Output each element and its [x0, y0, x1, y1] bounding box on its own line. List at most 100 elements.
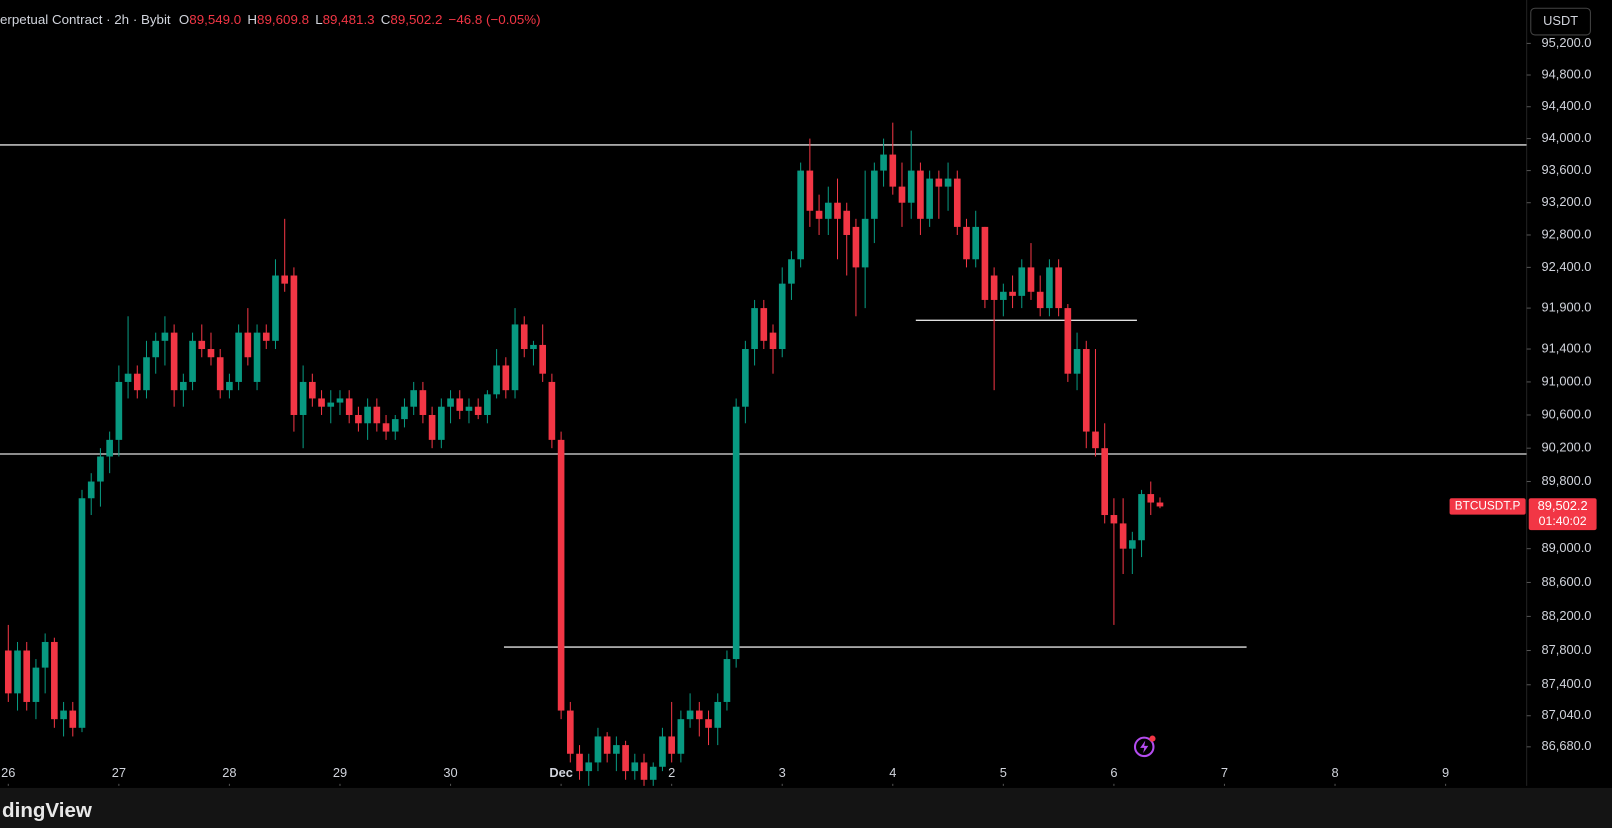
candle-body [1119, 523, 1127, 549]
candle-body [41, 641, 49, 668]
candle-body [4, 650, 12, 694]
currency-button-label[interactable]: USDT [1543, 13, 1578, 28]
candle-body [963, 226, 970, 260]
candle-body [152, 340, 160, 358]
x-tick-label: 26 [1, 765, 15, 780]
candle-body [1138, 494, 1145, 541]
ohlc-key: L [315, 12, 322, 27]
candle-body [1082, 349, 1090, 432]
ohlc-value: 89,502.2 [390, 12, 442, 27]
candle-body [824, 202, 832, 219]
candle-body [769, 332, 777, 350]
candle-body [327, 402, 335, 407]
candle-body [871, 170, 878, 219]
candle-body [253, 332, 261, 382]
candle-body [1036, 291, 1044, 309]
candle-body [1156, 502, 1164, 507]
y-tick-label: 92,400.0 [1541, 259, 1591, 274]
x-tick-label: 28 [222, 765, 236, 780]
candle-body [742, 349, 749, 407]
lightning-icon[interactable] [1133, 735, 1156, 758]
candle-body [520, 324, 528, 350]
candle-body [474, 406, 482, 415]
chart-title: erpetual Contract · 2h · Bybit [0, 12, 171, 27]
candle-body [180, 381, 187, 391]
y-tick-label: 94,000.0 [1541, 130, 1591, 145]
candle-body [613, 745, 620, 754]
candle-body [732, 406, 740, 660]
y-tick-label: 91,900.0 [1541, 299, 1591, 314]
candle-body [695, 710, 703, 720]
y-tick-label: 94,800.0 [1541, 66, 1591, 81]
y-tick-label: 91,000.0 [1541, 373, 1591, 388]
x-tick-label: 5 [1000, 765, 1007, 780]
candle-body [161, 332, 169, 341]
y-tick-label: 93,200.0 [1541, 194, 1591, 209]
candle-body [889, 154, 897, 187]
candle-body [106, 439, 113, 457]
candle-body [281, 275, 289, 284]
candle-body [898, 186, 906, 203]
candle-body [723, 659, 731, 702]
candle-body [539, 344, 546, 374]
candle-body [751, 308, 758, 350]
ohlc-key: O [179, 12, 189, 27]
candle-body [410, 390, 418, 407]
candle-body [299, 381, 307, 415]
footer-bar [0, 787, 1612, 828]
y-tick-label: 93,600.0 [1541, 162, 1591, 177]
price-tag-label: 89,502.2 [1538, 498, 1588, 513]
candle-body [566, 710, 574, 754]
candle-body [226, 381, 233, 391]
candle-body [659, 736, 666, 767]
candle-body [207, 349, 215, 358]
candle-body [1009, 291, 1016, 296]
candle-body [843, 210, 851, 235]
candle-body [456, 398, 464, 411]
x-tick-label: 4 [889, 765, 896, 780]
candle-body [714, 701, 722, 728]
y-tick-label: 91,400.0 [1541, 340, 1591, 355]
candle-body [364, 406, 371, 424]
candle-body [815, 210, 823, 219]
candle-body [262, 332, 270, 341]
candle-body [953, 178, 961, 227]
x-tick-label: 8 [1331, 765, 1338, 780]
y-tick-label: 94,400.0 [1541, 98, 1591, 113]
y-tick-label: 89,800.0 [1541, 473, 1591, 488]
candle-body [686, 710, 694, 720]
candle-body [1018, 267, 1026, 296]
candle-body [235, 332, 242, 382]
candle-body [760, 308, 768, 341]
candle-body [926, 178, 933, 219]
plot-area [0, 122, 1527, 786]
candle-body [97, 456, 104, 482]
candle-body [391, 419, 399, 432]
candle-body [944, 178, 952, 187]
ohlc-key: C [381, 12, 391, 27]
ohlc-value: 89,481.3 [323, 12, 375, 27]
ohlc-value: 89,549.0 [189, 12, 241, 27]
y-tick-label: 95,200.0 [1541, 35, 1591, 50]
x-tick-label: 7 [1221, 765, 1228, 780]
candle-body [290, 275, 298, 415]
candle-body [981, 226, 989, 300]
x-tick-label: 30 [443, 765, 457, 780]
y-tick-label: 92,800.0 [1541, 226, 1591, 241]
currency-button[interactable] [1530, 7, 1591, 36]
candle-body [345, 398, 353, 415]
x-tick-label: 9 [1442, 765, 1449, 780]
candle-body [419, 390, 427, 415]
candle-body [115, 381, 123, 440]
candle-body [880, 154, 887, 171]
candle-body [216, 357, 224, 391]
candle-body [438, 406, 445, 440]
candle-body [806, 170, 814, 211]
candle-body [1147, 494, 1155, 503]
candle-body [594, 736, 602, 763]
candle-body [272, 275, 279, 341]
candle-body [935, 178, 943, 187]
candle-body [189, 340, 196, 382]
candle-body [834, 202, 841, 219]
